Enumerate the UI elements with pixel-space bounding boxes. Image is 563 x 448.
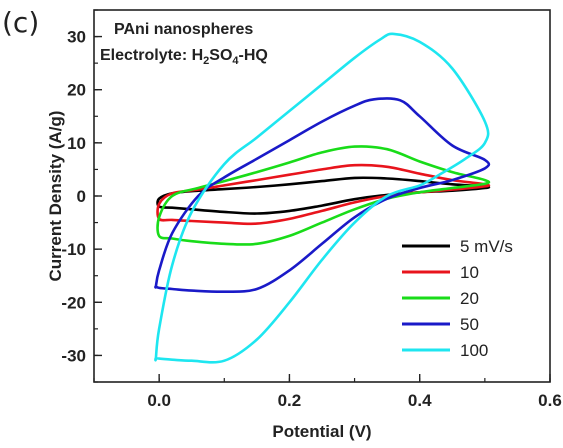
legend-label-0: 5 mV/s	[460, 237, 513, 256]
y-tick-label: -30	[61, 346, 86, 365]
legend-label-2: 20	[460, 289, 479, 308]
x-tick-label: 0.6	[538, 391, 562, 410]
series-line-2	[156, 145, 491, 246]
y-tick-label: -20	[61, 293, 86, 312]
legend-label-4: 100	[460, 341, 488, 360]
series-line-3	[154, 97, 491, 294]
series-line-0	[156, 176, 491, 215]
y-axis-title: Current Density (A/g)	[46, 111, 65, 282]
panel-label: (c)	[2, 6, 40, 39]
x-tick-label: 0.2	[278, 391, 302, 410]
legend-label-1: 10	[460, 263, 479, 282]
curves-layer	[154, 32, 491, 364]
annotation-material: PAni nanospheres	[114, 21, 253, 38]
x-axis-title: Potential (V)	[272, 422, 371, 441]
series-line-4	[154, 32, 490, 364]
legend: 5 mV/s 10 20 50 100	[402, 237, 513, 360]
y-tick-label: 20	[67, 81, 86, 100]
y-tick-label: 10	[67, 134, 86, 153]
x-tick-label: 0.0	[147, 391, 171, 410]
x-tick-label: 0.4	[408, 391, 432, 410]
y-ticks: -30 -20 -10 0 10 20 30	[61, 9, 102, 383]
y-tick-label: -10	[61, 240, 86, 259]
annotation-electrolyte: Electrolyte: H2SO4-HQ	[100, 47, 268, 67]
legend-label-3: 50	[460, 315, 479, 334]
y-tick-label: 30	[67, 28, 86, 47]
x-ticks: 0.0 0.2 0.4 0.6	[93, 374, 562, 410]
y-tick-label: 0	[77, 187, 86, 206]
series-line-1	[156, 163, 491, 226]
